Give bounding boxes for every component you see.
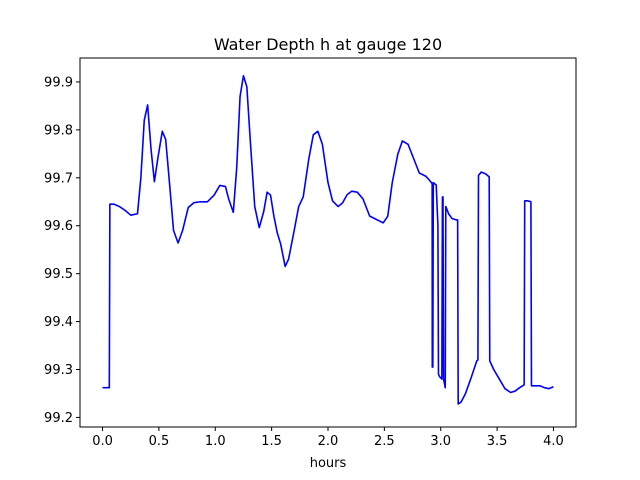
x-tick-label: 0.0 [92, 434, 113, 449]
x-tick-label: 1.5 [261, 434, 282, 449]
y-tick-label: 99.5 [44, 267, 73, 282]
x-axis-label: hours [310, 456, 347, 471]
x-tick-label: 4.0 [543, 434, 564, 449]
y-tick-label: 99.7 [44, 171, 73, 186]
x-tick-label: 3.0 [430, 434, 451, 449]
x-tick-label: 1.0 [205, 434, 226, 449]
y-tick-label: 99.4 [44, 315, 73, 330]
y-tick-label: 99.6 [44, 219, 73, 234]
chart-title: Water Depth h at gauge 120 [214, 35, 442, 54]
x-tick-label: 2.5 [374, 434, 395, 449]
y-tick-label: 99.3 [44, 363, 73, 378]
x-tick-label: 0.5 [149, 434, 170, 449]
x-tick-label: 2.0 [318, 434, 339, 449]
x-axis: 0.0 0.5 1.0 1.5 2.0 2.5 3.0 3.5 4.0 [92, 427, 564, 449]
plot-area [79, 57, 577, 428]
plot-frame [79, 57, 577, 428]
y-tick-label: 99.9 [44, 75, 73, 90]
y-axis: 99.2 99.3 99.4 99.5 99.6 99.7 99.8 99.9 [44, 75, 80, 426]
x-tick-label: 3.5 [487, 434, 508, 449]
y-tick-label: 99.8 [44, 123, 73, 138]
y-tick-label: 99.2 [44, 411, 73, 426]
series-line-0 [102, 74, 554, 405]
series-layer [102, 74, 554, 405]
